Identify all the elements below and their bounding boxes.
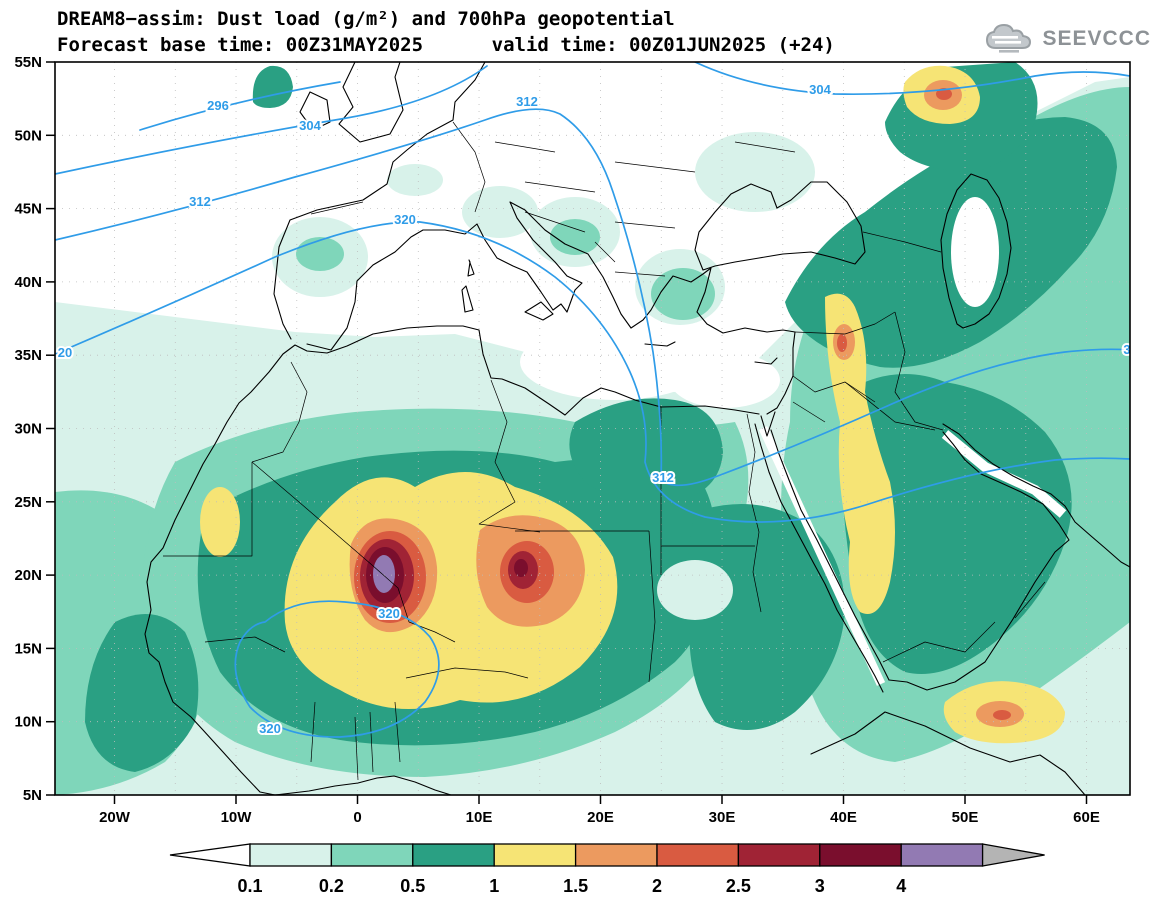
svg-text:1.5: 1.5 bbox=[563, 876, 588, 896]
svg-text:55N: 55N bbox=[14, 54, 42, 71]
y-axis: 5N 10N 15N 20N 25N 30N 35N 40N 45N 50N 55N bbox=[14, 54, 55, 804]
x-axis: 20W 10W 0 10E 20E 30E 40E 50E 60E bbox=[99, 795, 1100, 826]
svg-text:320: 320 bbox=[259, 721, 281, 736]
svg-text:320: 320 bbox=[394, 212, 416, 227]
geopotential-contours bbox=[55, 62, 1130, 738]
svg-text:1: 1 bbox=[489, 876, 499, 896]
chart-title: DREAM8−assim: Dust load (g/m²) and 700hP… bbox=[57, 8, 675, 30]
svg-text:10E: 10E bbox=[466, 809, 493, 826]
svg-text:60E: 60E bbox=[1073, 809, 1100, 826]
svg-text:30N: 30N bbox=[14, 421, 42, 438]
svg-text:20E: 20E bbox=[587, 809, 614, 826]
svg-text:0.2: 0.2 bbox=[319, 876, 344, 896]
svg-text:50N: 50N bbox=[14, 127, 42, 144]
svg-text:20W: 20W bbox=[99, 809, 131, 826]
coastlines bbox=[144, 62, 1130, 795]
svg-text:2: 2 bbox=[652, 876, 662, 896]
svg-text:4: 4 bbox=[896, 876, 906, 896]
svg-text:25N: 25N bbox=[14, 494, 42, 511]
svg-text:312: 312 bbox=[189, 194, 211, 209]
svg-text:2.5: 2.5 bbox=[726, 876, 751, 896]
svg-text:5N: 5N bbox=[23, 787, 42, 804]
chart-subtitle: Forecast base time: 00Z31MAY2025 valid t… bbox=[57, 34, 835, 56]
map-plot: 296 304 312 312 320 304 20 312 320 320 3 20W 10W 0 10… bbox=[14, 54, 1131, 826]
svg-text:304: 304 bbox=[809, 82, 831, 97]
chart-header: DREAM8−assim: Dust load (g/m²) and 700hP… bbox=[57, 6, 835, 58]
svg-text:40N: 40N bbox=[14, 274, 42, 291]
svg-text:35N: 35N bbox=[14, 347, 42, 364]
logo-text: SEEVCCC bbox=[1042, 27, 1151, 50]
svg-text:50E: 50E bbox=[952, 809, 979, 826]
geopotential-contour-labels: 296 304 312 312 320 304 20 312 320 320 3 bbox=[56, 80, 1130, 738]
svg-text:312: 312 bbox=[652, 470, 674, 485]
svg-text:20: 20 bbox=[58, 345, 72, 360]
svg-text:296: 296 bbox=[207, 98, 229, 113]
svg-text:320: 320 bbox=[378, 606, 400, 621]
svg-text:304: 304 bbox=[299, 118, 321, 133]
svg-text:3: 3 bbox=[815, 876, 825, 896]
svg-text:10N: 10N bbox=[14, 714, 42, 731]
cloud-icon bbox=[986, 23, 1032, 53]
svg-text:0.1: 0.1 bbox=[237, 876, 262, 896]
sea-mask bbox=[520, 197, 1067, 686]
seevccc-logo: SEEVCCC bbox=[983, 22, 1151, 56]
svg-text:0.5: 0.5 bbox=[400, 876, 425, 896]
svg-text:0: 0 bbox=[353, 809, 361, 826]
svg-text:312: 312 bbox=[516, 94, 538, 109]
svg-text:20N: 20N bbox=[14, 567, 42, 584]
svg-text:45N: 45N bbox=[14, 201, 42, 218]
svg-text:15N: 15N bbox=[14, 640, 42, 657]
svg-text:40E: 40E bbox=[830, 809, 857, 826]
svg-text:30E: 30E bbox=[709, 809, 736, 826]
svg-text:3: 3 bbox=[1123, 342, 1130, 357]
colorbar-legend: 0.1 0.2 0.5 1 1.5 2 2.5 3 4 bbox=[169, 843, 1045, 896]
svg-text:10W: 10W bbox=[221, 809, 253, 826]
country-borders bbox=[163, 121, 1046, 781]
